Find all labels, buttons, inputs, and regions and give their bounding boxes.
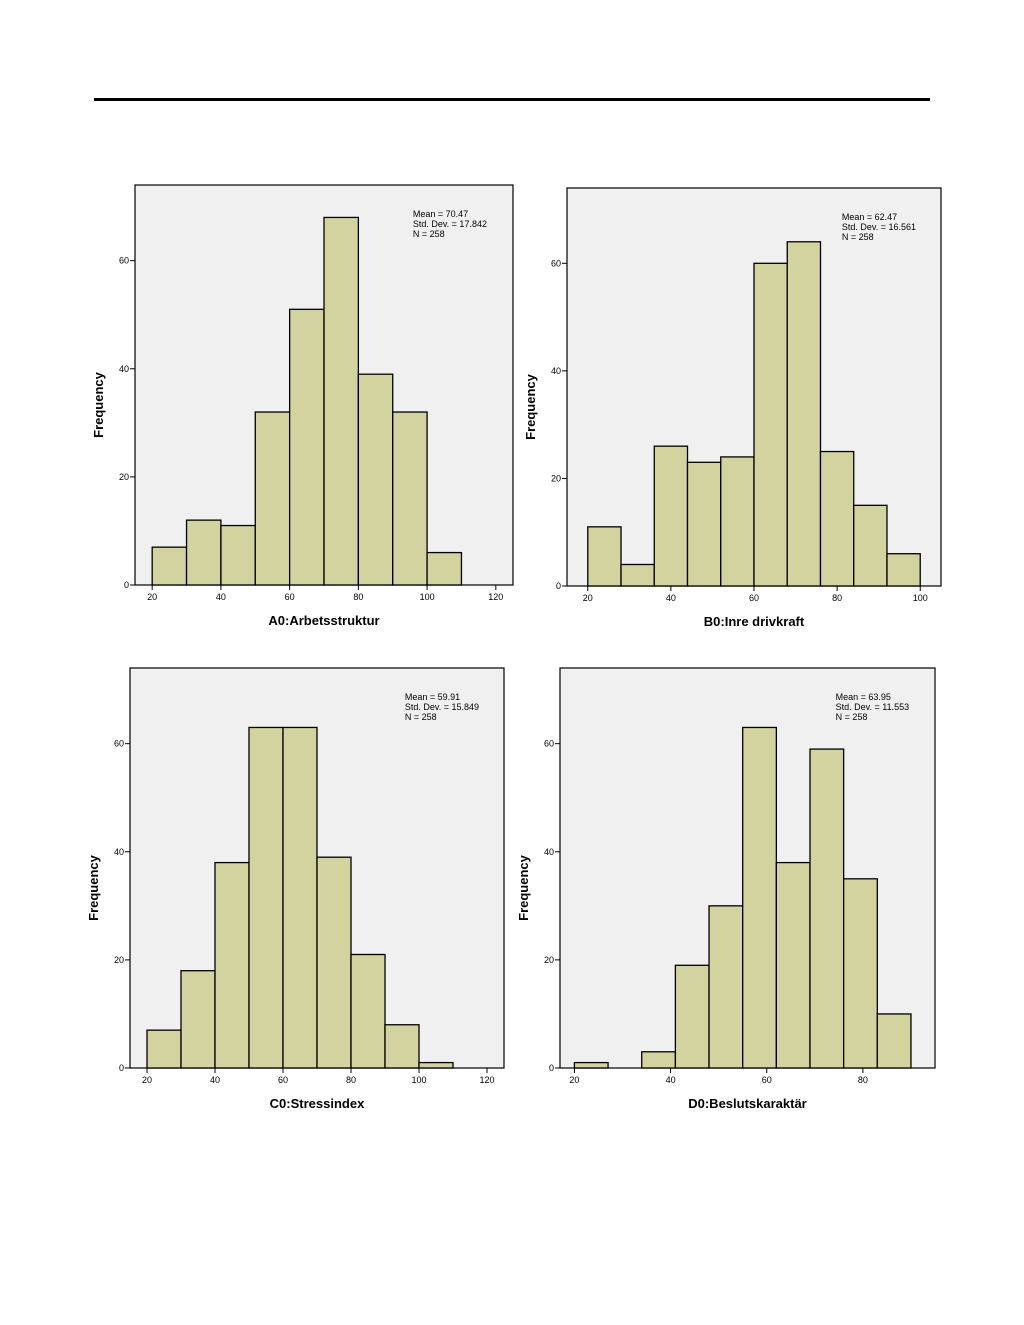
histogram-bar — [426, 551, 463, 586]
x-tick-label: 20 — [147, 592, 157, 602]
histogram-bar — [357, 373, 394, 586]
y-tick-label: 20 — [551, 473, 561, 483]
histogram-bar — [708, 905, 744, 1069]
y-axis-title: Frequency — [523, 373, 538, 440]
y-tick-label: 0 — [549, 1063, 554, 1073]
histogram-bar — [742, 726, 777, 1069]
histogram-bar — [392, 411, 428, 586]
histogram-bar — [753, 262, 788, 587]
histogram-bar — [686, 461, 722, 587]
x-axis-title: B0:Inre drivkraft — [704, 614, 805, 629]
x-tick-label: 60 — [749, 593, 759, 603]
histogram-bar — [316, 856, 352, 1069]
x-tick-label: 100 — [411, 1075, 426, 1085]
x-tick-label: 60 — [285, 592, 295, 602]
histogram-bar — [180, 970, 216, 1069]
stats-line: Mean = 59.91 — [405, 692, 460, 702]
stats-line: N = 258 — [405, 712, 437, 722]
y-tick-label: 40 — [114, 847, 124, 857]
histogram-c0: 0 20 40 60 20 40 60 80 100 120 C0:Stressindex Frequ… — [86, 667, 505, 1111]
x-tick-label: 100 — [913, 593, 928, 603]
y-tick-label: 60 — [119, 256, 129, 266]
stats-line: Std. Dev. = 17.842 — [413, 219, 487, 229]
histogram-bar — [214, 861, 250, 1069]
x-tick-label: 20 — [583, 593, 593, 603]
header-rule — [94, 98, 930, 101]
histogram-bar — [786, 241, 822, 587]
histogram-bar — [254, 411, 291, 586]
y-tick-label: 20 — [544, 955, 554, 965]
y-tick-label: 20 — [119, 472, 129, 482]
stats-line: Mean = 70.47 — [413, 209, 468, 219]
x-tick-label: 20 — [569, 1075, 579, 1085]
stats-line: Std. Dev. = 11.553 — [836, 702, 909, 712]
histogram-bar — [775, 861, 811, 1069]
histogram-bar — [853, 504, 888, 587]
stats-line: Mean = 62.47 — [842, 212, 897, 222]
y-tick-label: 40 — [119, 364, 129, 374]
y-tick-label: 40 — [544, 847, 554, 857]
histogram-a0: 0 20 40 60 20 40 60 80 100 120 A0:Arbetsstruktur Fr… — [91, 184, 514, 628]
y-tick-label: 0 — [119, 1063, 124, 1073]
histogram-bar — [843, 878, 878, 1069]
y-tick-label: 60 — [551, 258, 561, 268]
histogram-bar — [819, 450, 855, 587]
y-tick-label: 0 — [556, 581, 561, 591]
histogram-bar — [323, 216, 360, 586]
y-tick-label: 20 — [114, 955, 124, 965]
stats-line: Mean = 63.95 — [836, 692, 891, 702]
stats-line: Std. Dev. = 16.561 — [842, 222, 916, 232]
y-axis-title: Frequency — [91, 371, 106, 438]
y-tick-label: 60 — [544, 739, 554, 749]
x-tick-label: 120 — [488, 592, 503, 602]
histogram-bar — [653, 445, 689, 587]
stats-line: N = 258 — [842, 232, 874, 242]
x-tick-label: 80 — [858, 1075, 868, 1085]
histogram-bar — [248, 726, 284, 1069]
histogram-d0: 0 20 40 60 20 40 60 80 D0:Beslutskaraktär Frequen… — [516, 667, 936, 1111]
y-axis-title: Frequency — [86, 854, 101, 921]
histogram-bar — [886, 553, 921, 587]
x-axis-title: D0:Beslutskaraktär — [688, 1096, 807, 1111]
x-tick-label: 40 — [666, 593, 676, 603]
histogram-bar — [288, 308, 325, 586]
stats-line: N = 258 — [836, 712, 868, 722]
y-tick-label: 60 — [114, 739, 124, 749]
x-tick-label: 60 — [762, 1075, 772, 1085]
histogram-bar — [185, 519, 222, 586]
stats-line: Std. Dev. = 15.849 — [405, 702, 479, 712]
histogram-bar — [809, 748, 845, 1069]
x-axis-title: C0:Stressindex — [270, 1096, 365, 1111]
histogram-bar — [350, 953, 386, 1069]
histogram-bar — [418, 1061, 454, 1069]
histogram-bar — [220, 524, 256, 586]
x-tick-label: 80 — [346, 1075, 356, 1085]
y-tick-label: 40 — [551, 366, 561, 376]
y-axis-title: Frequency — [516, 854, 531, 921]
x-tick-label: 60 — [278, 1075, 288, 1085]
histogram-bar — [641, 1051, 677, 1069]
stats-line: N = 258 — [413, 229, 445, 239]
histogram-bar — [151, 546, 188, 586]
histogram-bar — [674, 964, 710, 1069]
x-tick-label: 80 — [353, 592, 363, 602]
histogram-bar — [720, 456, 755, 587]
x-tick-label: 40 — [210, 1075, 220, 1085]
x-tick-label: 40 — [216, 592, 226, 602]
x-tick-label: 40 — [666, 1075, 676, 1085]
histogram-bar — [282, 726, 318, 1069]
x-tick-label: 20 — [142, 1075, 152, 1085]
histogram-bar — [146, 1029, 182, 1069]
x-tick-label: 100 — [420, 592, 435, 602]
histogram-bar — [876, 1013, 912, 1069]
histogram-bar — [573, 1061, 609, 1069]
x-axis-title: A0:Arbetsstruktur — [268, 613, 379, 628]
x-tick-label: 120 — [479, 1075, 494, 1085]
histogram-b0: 0 20 40 60 20 40 60 80 100 B0:Inre drivkraft Frequ… — [523, 187, 942, 629]
histogram-bar — [587, 526, 622, 587]
histogram-bar — [384, 1024, 420, 1069]
y-tick-label: 0 — [124, 580, 129, 590]
histogram-bar — [620, 563, 655, 587]
x-tick-label: 80 — [832, 593, 842, 603]
